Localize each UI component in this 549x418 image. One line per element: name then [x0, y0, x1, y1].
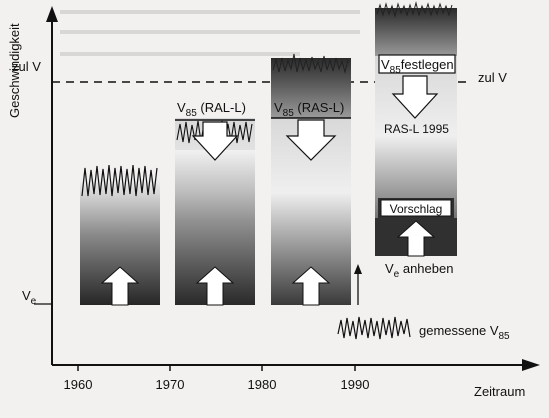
- speed-bar-top: [375, 8, 457, 56]
- x-tick-label: 1990: [341, 377, 370, 392]
- v85-ras-label: V85 (RAS-L): [274, 100, 344, 119]
- zigzag-speed-trace-icon: [81, 164, 158, 197]
- vorschlag-label: Vorschlag: [390, 202, 443, 216]
- zul-v-label-left: zul V: [12, 59, 41, 74]
- ve-axis-label: Ve: [22, 288, 37, 307]
- x-axis-title: Zeitraum: [474, 384, 525, 399]
- up-arrow-icon: [195, 266, 235, 306]
- zigzag-speed-trace-icon: [272, 53, 349, 74]
- zigzag-speed-trace-icon: [376, 1, 453, 18]
- gemessene-label: gemessene V85: [419, 323, 510, 342]
- y-axis-arrowhead: [46, 6, 58, 22]
- v85-ral-label: V85 (RAL-L): [177, 100, 246, 119]
- y-axis-title: Geschwindigkeit: [7, 23, 22, 118]
- legend-measured-v85: gemessene V85: [337, 316, 510, 342]
- down-arrow-icon: [191, 121, 239, 161]
- ve-anheben-label: Ve anheben: [385, 261, 453, 280]
- period-bar-1990s: V85festlegen RAS-L 1995 Vorschlag Ve anh…: [375, 1, 457, 280]
- zul-v-label-right: zul V: [478, 70, 507, 85]
- ras-l-1995-label: RAS-L 1995: [384, 122, 449, 136]
- down-arrow-icon: [285, 119, 337, 161]
- x-tick-label: 1970: [156, 377, 185, 392]
- v85-festlegen-label: V85festlegen: [381, 57, 454, 76]
- zigzag-speed-trace-icon: [337, 316, 411, 340]
- up-arrow-icon: [291, 266, 331, 306]
- period-bar-1980s: V85 (RAS-L): [271, 53, 362, 306]
- v85-festlegen-box: [378, 54, 456, 74]
- ve-raise-arrowhead: [354, 264, 362, 274]
- up-arrow-icon: [396, 220, 436, 257]
- background-texture: [60, 10, 360, 56]
- down-arrow-icon: [391, 75, 439, 119]
- vorschlag-inner-box: [380, 199, 452, 217]
- x-axis-arrowhead: [522, 359, 540, 371]
- period-bar-1970s: V85 (RAL-L): [175, 100, 255, 306]
- up-arrow-icon: [100, 266, 140, 306]
- x-tick-label: 1960: [64, 377, 93, 392]
- x-tick-label: 1980: [248, 377, 277, 392]
- period-bar-1960s: [80, 164, 160, 306]
